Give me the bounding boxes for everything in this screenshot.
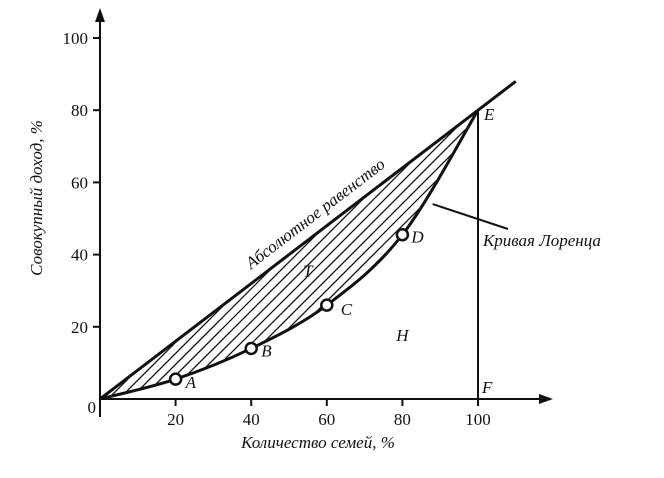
hatch-line xyxy=(100,110,409,399)
x-tick-label: 80 xyxy=(394,410,411,429)
hatch-line xyxy=(100,110,101,399)
hatch-line xyxy=(100,110,354,399)
point-label-b: B xyxy=(261,341,272,360)
y-axis-arrow xyxy=(95,8,105,22)
hatch-line xyxy=(100,110,478,399)
y-tick-label: 20 xyxy=(71,318,88,337)
hatch-line xyxy=(100,110,134,399)
hatch-line xyxy=(612,0,664,478)
equality-line xyxy=(99,80,517,401)
x-tick-label: 60 xyxy=(318,410,335,429)
x-axis-arrow xyxy=(539,394,553,404)
hatch-line xyxy=(645,0,664,478)
hatch-line xyxy=(100,110,123,399)
hatch-line xyxy=(259,110,478,399)
lorenz-curve-label: Кривая Лоренца xyxy=(482,231,601,250)
hatch-line xyxy=(100,110,478,399)
point-label-a: A xyxy=(185,373,197,392)
region-label-h: H xyxy=(395,326,410,345)
hatch-line xyxy=(100,110,453,399)
hatch-line xyxy=(590,0,664,478)
point-labels: A B C D E F xyxy=(185,105,495,397)
hatch-line xyxy=(100,110,156,399)
y-tick-label: 60 xyxy=(71,173,88,192)
hatch-line xyxy=(105,110,478,399)
region-labels: TH xyxy=(303,261,410,345)
curve-markers xyxy=(168,227,410,386)
hatch-line xyxy=(127,110,478,399)
marker-a xyxy=(168,372,183,386)
hatch-line xyxy=(100,110,478,399)
marker-c xyxy=(320,298,334,312)
hatch-line xyxy=(100,110,478,399)
hatch-line xyxy=(100,110,478,399)
x-tick-label: 40 xyxy=(243,410,260,429)
hatch-line xyxy=(281,110,478,399)
hatch-line xyxy=(270,110,478,399)
hatch-line xyxy=(601,0,664,478)
hatch-line xyxy=(100,110,431,399)
y-tick-label: 40 xyxy=(71,246,88,265)
hatch-line xyxy=(100,110,167,399)
hatch-line xyxy=(100,110,478,399)
point-label-f: F xyxy=(481,378,493,397)
y-tick-label: 100 xyxy=(63,29,89,48)
point-label-d: D xyxy=(410,228,424,247)
marker-d xyxy=(395,227,410,242)
y-tick-label: 80 xyxy=(71,101,88,120)
hatch-line xyxy=(100,110,398,399)
hatch-line xyxy=(100,110,310,399)
lorenz-label-leader xyxy=(432,203,509,230)
y-ticks: 20 40 60 80 100 xyxy=(63,29,100,337)
region-label-t: T xyxy=(303,261,314,280)
x-ticks: 0 20 40 60 80 100 xyxy=(88,398,491,429)
y-axis-title: Совокупный доход, % xyxy=(27,120,46,276)
hatch-line xyxy=(623,0,664,478)
x-axis-title: Количество семей, % xyxy=(240,433,395,452)
hatch-line xyxy=(100,110,145,399)
x-tick-label: 100 xyxy=(465,410,491,429)
hatch-line xyxy=(656,0,664,478)
marker-b xyxy=(244,341,258,356)
hatch-line xyxy=(100,110,442,399)
point-label-e: E xyxy=(483,105,495,124)
x-tick-label: 20 xyxy=(167,410,184,429)
hatch-line xyxy=(100,110,387,399)
hatch-line xyxy=(100,110,464,399)
point-label-c: C xyxy=(341,300,353,319)
equality-line-label: Абсолютное равенство xyxy=(241,154,388,273)
hatch-line xyxy=(634,0,664,478)
hatch-line xyxy=(116,110,478,399)
hatch-line xyxy=(100,110,376,399)
x-tick-label: 0 xyxy=(88,398,97,417)
